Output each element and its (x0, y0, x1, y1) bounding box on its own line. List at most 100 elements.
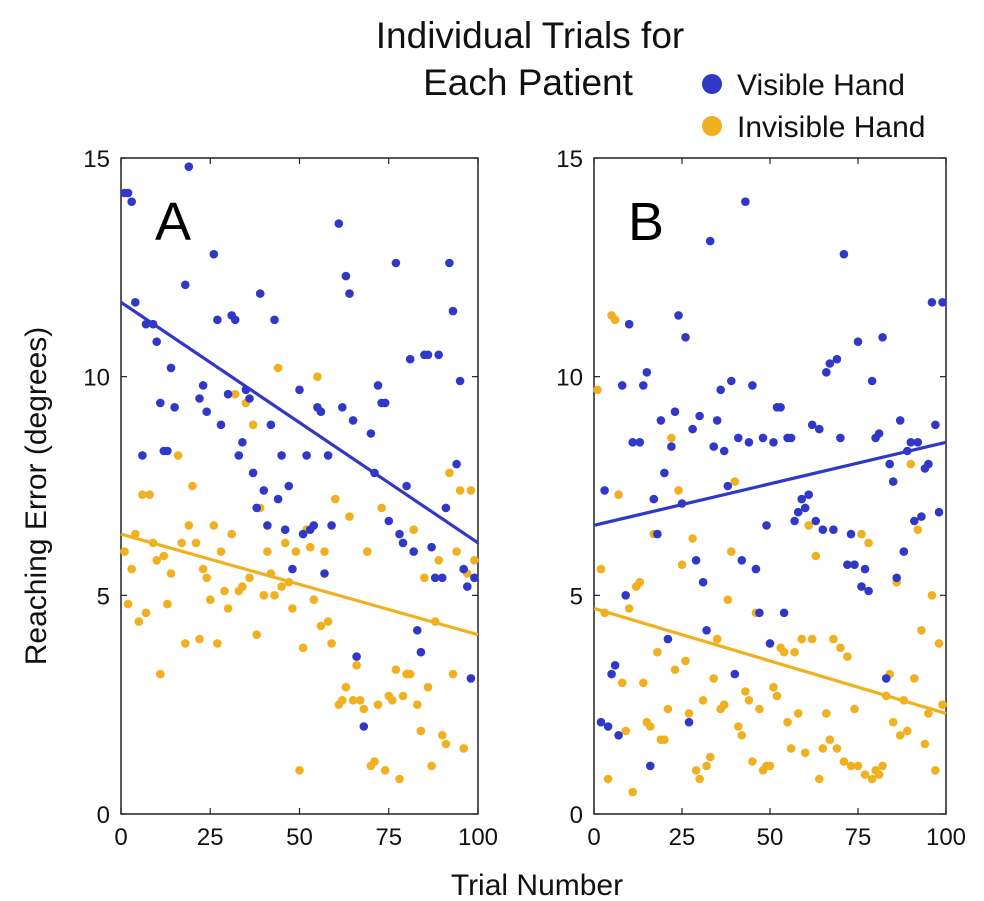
point-visible-hand-b-4 (610, 661, 620, 670)
point-visible-hand-b-89 (913, 438, 923, 447)
point-visible-hand-b-84 (895, 416, 905, 425)
point-invisible-hand-b-44 (748, 757, 757, 766)
point-invisible-hand-b-37 (723, 595, 733, 604)
point-invisible-hand-b-0 (593, 385, 602, 395)
point-invisible-hand-b-23 (674, 486, 683, 495)
point-invisible-hand-b-24 (677, 560, 687, 569)
point-invisible-hand-b-21 (667, 433, 676, 443)
point-invisible-hand-a-19 (191, 538, 201, 548)
point-invisible-hand-b-50 (769, 682, 778, 692)
series-visible-hand-a (120, 162, 479, 731)
point-invisible-hand-b-72 (846, 761, 856, 771)
point-visible-hand-b-41 (744, 438, 754, 447)
point-invisible-hand-b-70 (839, 757, 849, 766)
point-invisible-hand-a-60 (338, 696, 347, 705)
point-visible-hand-b-27 (695, 411, 704, 421)
point-visible-hand-b-37 (730, 669, 740, 679)
point-invisible-hand-b-51 (772, 691, 782, 701)
point-visible-hand-a-7 (152, 337, 161, 347)
panel-a: 0 25 50 75 100 0 5 10 15 A (83, 146, 498, 851)
point-visible-hand-a-72 (423, 350, 433, 360)
point-visible-hand-b-5 (614, 731, 623, 740)
point-visible-hand-a-67 (405, 354, 415, 364)
point-visible-hand-b-20 (670, 407, 680, 417)
point-visible-hand-b-57 (800, 503, 810, 513)
point-visible-hand-b-58 (804, 490, 813, 500)
point-visible-hand-b-18 (663, 634, 673, 644)
point-invisible-hand-a-36 (252, 630, 261, 639)
point-visible-hand-a-20 (216, 420, 226, 430)
point-invisible-hand-a-35 (248, 420, 258, 430)
point-visible-hand-a-39 (288, 564, 297, 574)
point-invisible-hand-a-96 (466, 486, 476, 495)
point-visible-hand-b-0 (596, 717, 606, 727)
point-invisible-hand-b-9 (624, 604, 634, 613)
point-invisible-hand-b-38 (727, 547, 736, 556)
point-invisible-hand-a-25 (213, 639, 222, 648)
point-visible-hand-a-4 (138, 451, 147, 460)
point-invisible-hand-b-58 (797, 634, 806, 644)
point-visible-hand-a-47 (320, 569, 329, 578)
point-visible-hand-b-50 (776, 403, 785, 412)
point-visible-hand-a-84 (466, 674, 476, 683)
chart-title-line1: Individual Trials for (376, 15, 684, 56)
point-visible-hand-b-72 (853, 337, 863, 347)
point-visible-hand-a-62 (384, 516, 394, 526)
point-invisible-hand-a-24 (209, 521, 219, 530)
x-tick-label-b-25: 25 (669, 824, 696, 851)
legend-marker-invisible-hand (702, 116, 722, 136)
point-visible-hand-b-26 (691, 556, 701, 565)
point-visible-hand-a-37 (280, 525, 290, 534)
point-invisible-hand-a-58 (330, 494, 340, 504)
point-invisible-hand-b-15 (646, 722, 655, 731)
point-invisible-hand-a-72 (380, 766, 390, 775)
point-visible-hand-b-65 (829, 525, 838, 534)
point-visible-hand-a-53 (345, 289, 354, 298)
point-invisible-hand-a-93 (455, 486, 465, 495)
point-visible-hand-a-11 (166, 363, 176, 373)
point-invisible-hand-b-49 (765, 761, 775, 771)
point-invisible-hand-b-30 (698, 696, 708, 705)
point-invisible-hand-b-29 (695, 774, 704, 784)
point-invisible-hand-a-42 (273, 363, 283, 373)
point-visible-hand-b-67 (836, 433, 845, 443)
point-invisible-hand-b-6 (614, 490, 623, 500)
y-tick-label-a-10: 10 (83, 365, 110, 392)
point-invisible-hand-a-53 (313, 372, 322, 382)
point-visible-hand-b-28 (698, 577, 708, 587)
point-invisible-hand-a-97 (470, 556, 479, 565)
point-invisible-hand-b-81 (878, 761, 887, 771)
point-invisible-hand-a-49 (298, 643, 308, 653)
point-visible-hand-b-79 (878, 333, 887, 342)
point-visible-hand-a-50 (334, 219, 344, 228)
point-visible-hand-b-61 (815, 424, 824, 434)
point-invisible-hand-b-93 (920, 739, 930, 749)
y-tick-label-a-5: 5 (97, 583, 110, 610)
point-invisible-hand-b-3 (603, 774, 613, 784)
point-visible-hand-b-44 (755, 608, 764, 618)
point-invisible-hand-a-10 (156, 669, 165, 679)
point-visible-hand-a-63 (391, 258, 401, 268)
point-visible-hand-a-49 (327, 521, 336, 530)
point-invisible-hand-a-16 (181, 639, 190, 648)
point-invisible-hand-a-54 (316, 621, 326, 631)
point-invisible-hand-a-12 (163, 599, 172, 609)
point-invisible-hand-a-13 (166, 569, 176, 578)
point-visible-hand-b-75 (864, 586, 873, 596)
x-tick-label-b-100: 100 (926, 824, 966, 851)
point-invisible-hand-b-10 (628, 787, 637, 797)
point-invisible-hand-a-51 (305, 542, 315, 552)
point-invisible-hand-b-67 (829, 634, 838, 644)
point-invisible-hand-b-59 (800, 748, 810, 758)
point-visible-hand-b-74 (860, 564, 870, 574)
point-invisible-hand-a-48 (295, 766, 304, 775)
point-invisible-hand-a-22 (202, 573, 211, 583)
point-invisible-hand-a-70 (373, 700, 383, 709)
point-visible-hand-a-12 (170, 403, 179, 412)
point-invisible-hand-a-90 (445, 468, 454, 478)
point-visible-hand-b-39 (737, 556, 747, 565)
point-visible-hand-b-88 (910, 516, 919, 526)
point-visible-hand-b-15 (653, 529, 662, 539)
legend: Visible Hand Invisible Hand (702, 69, 925, 144)
point-visible-hand-a-85 (470, 573, 479, 583)
